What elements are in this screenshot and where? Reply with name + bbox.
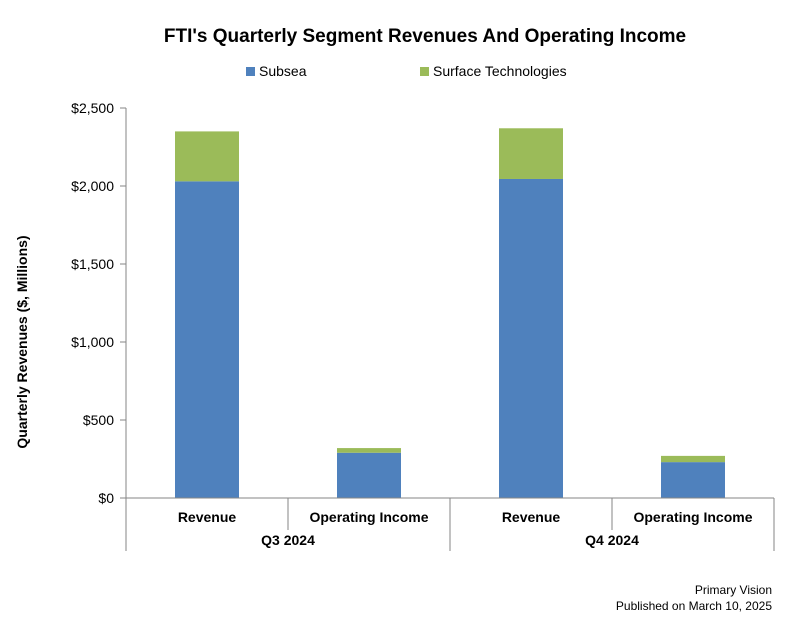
legend-swatch-1 [420,67,429,76]
legend-label-0: Subsea [259,63,307,79]
published-date: Published on March 10, 2025 [615,599,772,613]
x-tick-label-3: Operating Income [633,509,752,525]
bar-subsea-1 [337,452,401,498]
y-tick-label-4: $2,000 [71,178,114,194]
bar-subsea-3 [661,462,725,498]
bar-subsea-0 [175,181,239,498]
group-label-0: Q3 2024 [261,532,315,548]
bars [175,128,725,499]
x-axis: Revenue Operating Income Revenue Operating … [126,497,775,551]
source-footer: Primary Vision Published on March 10, 20… [616,583,772,613]
y-tick-label-5: $2,500 [71,100,114,116]
y-axis-label: Quarterly Revenues ($, Millions) [14,235,30,448]
group-label-1: Q4 2024 [585,532,639,548]
bar-surface-technologies-1 [337,448,401,453]
legend-swatch-0 [246,67,255,76]
x-tick-label-0: Revenue [178,509,237,525]
bar-surface-technologies-2 [499,128,563,179]
y-axis: $0 $500 $1,000 $1,500 $2,000 $2,500 [71,100,127,551]
y-tick-label-0: $0 [98,490,114,506]
bar-surface-technologies-0 [175,131,239,182]
source-label: Primary Vision [694,583,772,597]
chart-title: FTI's Quarterly Segment Revenues And Ope… [164,26,686,47]
y-tick-label-1: $500 [83,412,114,428]
legend: Subsea Surface Technologies [246,63,567,79]
y-tick-label-2: $1,000 [71,334,114,350]
y-tick-label-3: $1,500 [71,256,114,272]
legend-label-1: Surface Technologies [433,63,567,79]
bar-subsea-2 [499,178,563,499]
bar-surface-technologies-3 [661,455,725,463]
x-tick-label-1: Operating Income [309,509,428,525]
x-tick-label-2: Revenue [502,509,561,525]
